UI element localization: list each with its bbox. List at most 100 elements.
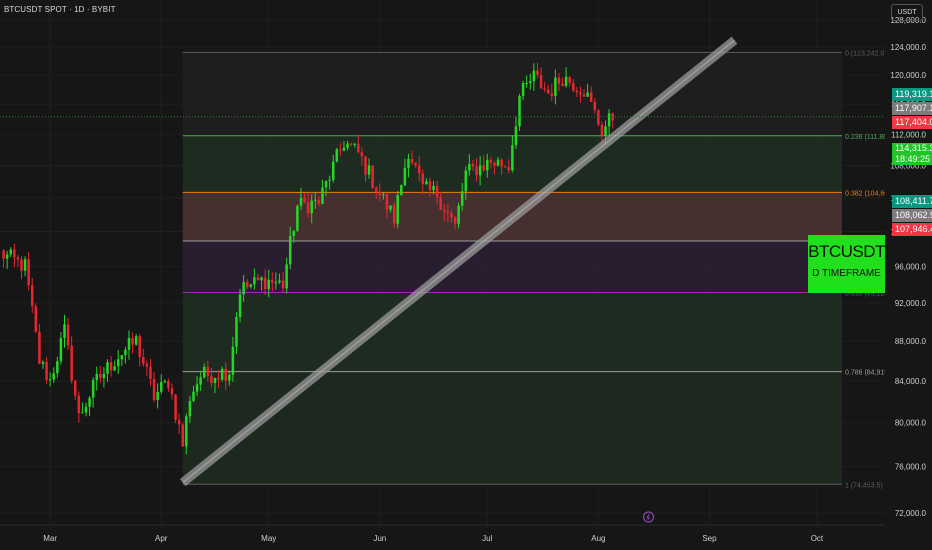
candle-body — [263, 277, 267, 290]
candle-body — [195, 384, 199, 392]
candle-body — [607, 113, 611, 127]
price-badge: 119,319.1 — [892, 88, 932, 101]
candle-body — [285, 264, 288, 289]
candle-body — [256, 277, 260, 281]
price-badge-value: 107,946.4 — [895, 224, 932, 234]
candle-body — [131, 338, 134, 345]
fib-zone — [182, 240, 843, 293]
symbol-title[interactable]: BTCUSDT SPOT · 1D · BYBIT — [4, 5, 116, 14]
candle-body — [181, 424, 184, 447]
candle-body — [374, 187, 378, 192]
price-axis-tick: 96,000.0 — [895, 262, 927, 271]
candle-body — [478, 165, 482, 176]
candle-body — [518, 96, 521, 127]
price-badge: 108,411.7 — [892, 195, 932, 208]
candle-body — [496, 159, 500, 166]
candle-body — [328, 179, 331, 181]
time-axis-tick: May — [261, 534, 276, 543]
fib-level-label: 0 (123,242.0) — [845, 50, 887, 57]
fib-zone — [182, 52, 843, 136]
candle-body — [192, 391, 195, 401]
time-axis-tick: Apr — [155, 534, 168, 543]
candle-body — [443, 209, 446, 212]
candle-body — [360, 152, 364, 157]
price-badge-value: 114,315.3 — [895, 143, 932, 153]
candle-body — [554, 77, 557, 96]
fib-level-label: 0.618 (93,125.9) — [845, 290, 896, 297]
candle-body — [23, 259, 27, 271]
candle-body — [457, 205, 460, 224]
candle-body — [589, 92, 593, 102]
time-axis-tick: Jun — [373, 534, 386, 543]
candle-body — [27, 259, 30, 286]
currency-selector[interactable]: USDT — [891, 4, 923, 21]
fib-zone — [182, 292, 843, 372]
candle-body — [38, 331, 41, 364]
price-axis-tick: 92,000.0 — [895, 299, 927, 308]
candle-body — [174, 394, 177, 420]
candle-body — [56, 361, 59, 374]
candle-body — [557, 77, 561, 84]
candle-body — [253, 277, 256, 285]
candle-body — [73, 380, 77, 396]
candle-body — [389, 205, 392, 210]
candle-body — [529, 81, 532, 83]
candle-body — [281, 280, 285, 289]
candle-body — [34, 306, 38, 332]
fib-level-label: 0.786 (84,915.6) — [845, 370, 896, 377]
candle-body — [210, 375, 213, 383]
candle-body — [95, 373, 98, 381]
candle-body — [109, 362, 113, 371]
lightning-icon — [646, 513, 650, 521]
price-badge: 117,907.1 — [892, 102, 932, 115]
candle-body — [582, 94, 586, 97]
candle-body — [468, 163, 471, 171]
candle-body — [331, 161, 335, 180]
price-axis-tick: 112,000.0 — [891, 130, 927, 139]
candle-body — [421, 173, 425, 185]
candle-body — [145, 363, 149, 367]
candle-body — [500, 159, 503, 167]
candle-body — [163, 380, 167, 383]
price-badge-value: 117,907.1 — [895, 103, 932, 113]
candle-body — [561, 83, 564, 86]
price-axis-tick: 80,000.0 — [895, 419, 927, 428]
candle-body — [568, 76, 571, 83]
candle-body — [13, 249, 16, 258]
candle-body — [116, 359, 120, 367]
candle-body — [238, 294, 242, 317]
price-axis-tick: 88,000.0 — [895, 337, 927, 346]
candle-body — [435, 185, 439, 198]
candle-body — [410, 159, 414, 163]
candle-body — [450, 213, 453, 218]
watermark-ticker: BTCUSDT — [808, 242, 885, 261]
candle-body — [2, 250, 5, 259]
candle-body — [317, 199, 321, 204]
candle-body — [48, 379, 52, 381]
candle-body — [124, 349, 127, 356]
candle-body — [475, 166, 478, 176]
candle-body — [382, 194, 385, 196]
price-axis-tick: 84,000.0 — [895, 377, 927, 386]
candle-body — [471, 163, 475, 167]
candle-body — [324, 180, 328, 188]
candle-body — [593, 101, 597, 111]
candle-body — [579, 92, 582, 95]
candle-body — [41, 361, 45, 364]
candle-body — [188, 400, 192, 417]
fib-zone — [182, 371, 843, 485]
candle-body — [99, 373, 102, 379]
candle-body — [575, 90, 579, 93]
candle-body — [217, 377, 220, 380]
candle-body — [235, 316, 238, 347]
candle-body — [564, 76, 568, 86]
price-badge: 114,315.3 18:49:25 — [892, 143, 932, 165]
candle-body — [249, 284, 253, 287]
candle-body — [346, 143, 349, 148]
candle-body — [367, 165, 371, 175]
candle-body — [292, 230, 296, 236]
price-badge-value: 108,062.9 — [895, 210, 932, 220]
candle-body — [16, 257, 20, 260]
candle-body — [396, 195, 399, 224]
